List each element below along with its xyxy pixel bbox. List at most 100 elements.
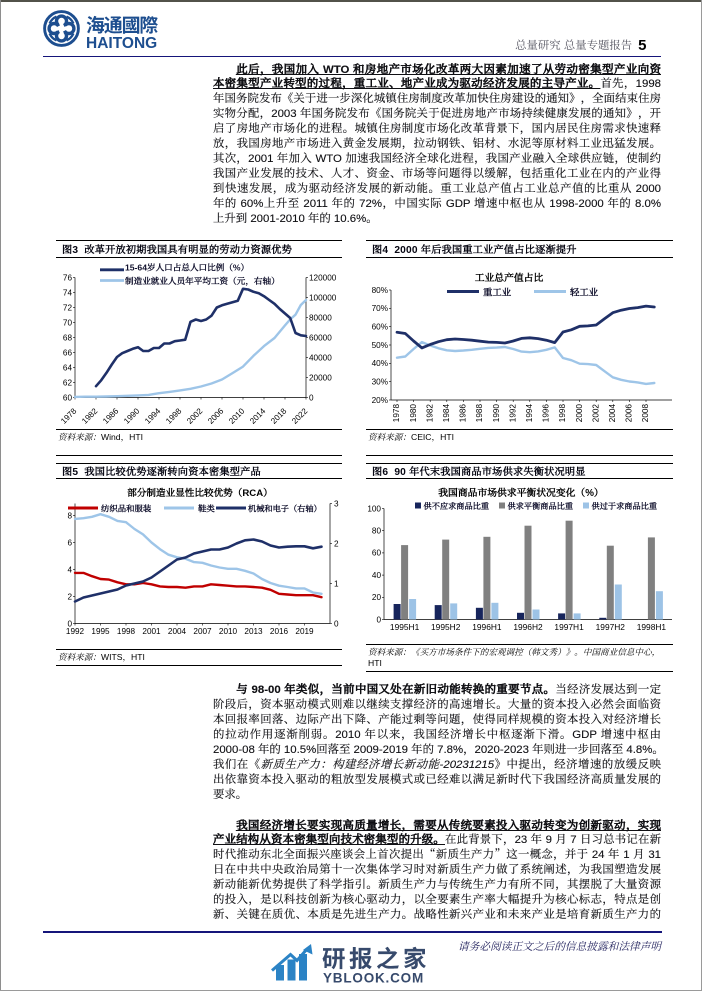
svg-text:1998: 1998 — [117, 627, 136, 636]
svg-text:30%: 30% — [372, 377, 388, 386]
svg-text:工业总产值占比: 工业总产值占比 — [475, 270, 544, 284]
svg-text:60000: 60000 — [309, 333, 332, 342]
svg-text:1978: 1978 — [59, 406, 79, 426]
svg-text:100000: 100000 — [309, 293, 337, 302]
svg-text:海通國際: 海通國際 — [86, 11, 158, 38]
svg-text:1998H1: 1998H1 — [637, 622, 667, 632]
svg-text:2018: 2018 — [269, 406, 289, 426]
svg-text:76: 76 — [63, 273, 73, 282]
svg-text:2022: 2022 — [290, 406, 310, 426]
svg-text:50%: 50% — [372, 340, 388, 349]
svg-text:纺织品和服装: 纺织品和服装 — [101, 502, 152, 514]
svg-text:2016: 2016 — [270, 627, 289, 636]
svg-text:供求平衡商品比重: 供求平衡商品比重 — [508, 501, 574, 512]
svg-text:2: 2 — [67, 592, 72, 601]
svg-text:2004: 2004 — [608, 403, 617, 422]
svg-text:1984: 1984 — [442, 403, 451, 422]
svg-text:40%: 40% — [372, 359, 388, 368]
svg-text:2019: 2019 — [295, 627, 314, 636]
svg-text:20000: 20000 — [309, 373, 332, 382]
svg-text:2002: 2002 — [591, 403, 600, 422]
svg-text:1982: 1982 — [80, 406, 100, 426]
svg-text:1996H1: 1996H1 — [472, 622, 502, 632]
svg-text:1978: 1978 — [392, 403, 401, 422]
svg-text:40: 40 — [372, 571, 382, 580]
svg-text:0: 0 — [334, 619, 339, 628]
svg-text:3: 3 — [334, 499, 339, 508]
svg-text:研报之家: 研报之家 — [322, 941, 430, 974]
svg-text:1994: 1994 — [525, 403, 534, 422]
svg-text:轻工业: 轻工业 — [569, 284, 599, 298]
svg-text:1995: 1995 — [91, 627, 110, 636]
svg-text:2006: 2006 — [625, 403, 634, 422]
svg-text:1998: 1998 — [558, 403, 567, 422]
svg-text:20%: 20% — [372, 395, 388, 404]
svg-text:0: 0 — [309, 393, 314, 402]
svg-text:120000: 120000 — [309, 273, 337, 282]
svg-text:1997H2: 1997H2 — [596, 622, 626, 632]
svg-text:2: 2 — [334, 539, 339, 548]
svg-text:1992: 1992 — [508, 403, 517, 422]
svg-text:1995H1: 1995H1 — [390, 622, 420, 632]
svg-text:100: 100 — [367, 504, 381, 513]
svg-text:我国商品市场供求平衡状况变化（%）: 我国商品市场供求平衡状况变化（%） — [438, 485, 603, 499]
svg-text:1997H1: 1997H1 — [554, 622, 584, 632]
svg-text:70%: 70% — [372, 304, 388, 313]
svg-text:2007: 2007 — [193, 627, 212, 636]
svg-text:60: 60 — [372, 548, 382, 557]
svg-text:60%: 60% — [372, 322, 388, 331]
svg-text:机械和电子（右轴）: 机械和电子（右轴） — [248, 503, 322, 514]
svg-text:80000: 80000 — [309, 313, 332, 322]
svg-text:1996H2: 1996H2 — [513, 622, 543, 632]
svg-text:1990: 1990 — [122, 406, 142, 426]
svg-text:2014: 2014 — [248, 406, 268, 426]
svg-text:0: 0 — [376, 615, 381, 624]
svg-text:20: 20 — [372, 593, 382, 602]
svg-text:68: 68 — [63, 333, 73, 342]
svg-text:0: 0 — [67, 619, 72, 628]
svg-text:制造业就业人员年平均工资（元，右轴）: 制造业就业人员年平均工资（元，右轴） — [125, 275, 280, 287]
svg-text:62: 62 — [63, 378, 73, 387]
svg-text:1982: 1982 — [425, 403, 434, 422]
svg-text:60: 60 — [63, 393, 73, 402]
svg-text:70: 70 — [63, 318, 73, 327]
svg-text:2006: 2006 — [206, 406, 226, 426]
svg-text:1998: 1998 — [164, 406, 184, 426]
svg-text:64: 64 — [63, 363, 73, 372]
svg-text:1986: 1986 — [459, 403, 468, 422]
svg-text:2000: 2000 — [575, 403, 584, 422]
svg-text:鞋类: 鞋类 — [198, 502, 215, 514]
svg-text:部分制造业显性比较优势（RCA）: 部分制造业显性比较优势（RCA） — [127, 485, 273, 499]
svg-text:80: 80 — [372, 526, 382, 535]
svg-text:66: 66 — [63, 348, 73, 357]
svg-text:1992: 1992 — [66, 627, 85, 636]
svg-text:6: 6 — [67, 538, 72, 547]
svg-text:72: 72 — [63, 303, 73, 312]
svg-text:2013: 2013 — [244, 627, 263, 636]
svg-text:2002: 2002 — [185, 406, 205, 426]
svg-text:8: 8 — [67, 511, 72, 520]
svg-text:重工业: 重工业 — [483, 284, 512, 298]
svg-text:HAITONG: HAITONG — [86, 35, 157, 52]
svg-text:1995H2: 1995H2 — [431, 622, 461, 632]
svg-text:4: 4 — [67, 565, 72, 574]
svg-text:1986: 1986 — [101, 406, 121, 426]
svg-text:1996: 1996 — [542, 403, 551, 422]
svg-text:1990: 1990 — [492, 403, 501, 422]
svg-text:供不应求商品比重: 供不应求商品比重 — [424, 501, 490, 512]
svg-text:1980: 1980 — [409, 403, 418, 422]
svg-text:供过于求商品比重: 供过于求商品比重 — [592, 501, 658, 512]
svg-text:2001: 2001 — [142, 627, 161, 636]
svg-text:2010: 2010 — [227, 406, 247, 426]
svg-text:1988: 1988 — [475, 403, 484, 422]
svg-text:YBLOOK.COM: YBLOOK.COM — [323, 971, 424, 986]
svg-text:15-64岁人口占总人口比例（%）: 15-64岁人口占总人口比例（%） — [125, 261, 249, 273]
svg-text:80%: 80% — [372, 285, 388, 294]
svg-text:2008: 2008 — [641, 403, 650, 422]
svg-text:40000: 40000 — [309, 353, 332, 362]
svg-text:74: 74 — [63, 288, 73, 297]
svg-text:2004: 2004 — [168, 627, 187, 636]
svg-text:2010: 2010 — [219, 627, 238, 636]
svg-text:1994: 1994 — [143, 406, 163, 426]
svg-text:1: 1 — [334, 579, 339, 588]
